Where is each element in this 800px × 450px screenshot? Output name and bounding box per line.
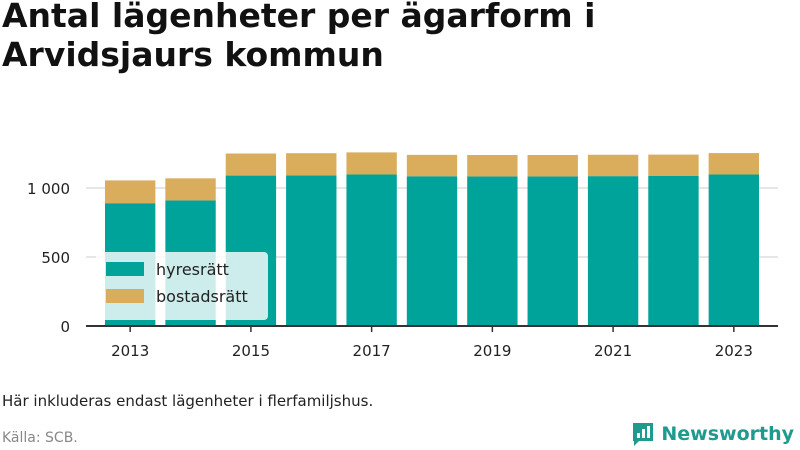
bar-hyresratt-2021: [587, 176, 639, 326]
newsworthy-logo-icon: [633, 423, 654, 446]
x-tick-label: 2021: [594, 342, 632, 360]
legend-swatch-1: [106, 289, 144, 303]
legend-label: hyresrätt: [156, 260, 229, 279]
bars: [105, 152, 759, 326]
bar-bostadsratt-2013: [105, 180, 156, 204]
chart-note: Här inkluderas endast lägenheter i flerf…: [2, 392, 374, 410]
y-tick-label: 0: [60, 318, 70, 336]
bar-hyresratt-2018: [406, 176, 458, 326]
bar-hyresratt-2022: [648, 175, 699, 326]
bar-bostadsratt-2022: [648, 154, 699, 176]
y-tick-label: 1 000: [27, 180, 70, 198]
bar-bostadsratt-2015: [225, 153, 277, 176]
chart-title: Antal lägenheter per ägarform i Arvidsja…: [2, 0, 596, 74]
bar-chart: 0 500 1 000 2013 2015 2017 2019 2021 2023 hyresr…: [27, 152, 778, 360]
y-tick-label: 500: [41, 249, 70, 267]
bar-hyresratt-2016: [286, 175, 337, 326]
x-tick-label: 2013: [111, 342, 149, 360]
x-tick-label: 2015: [232, 342, 270, 360]
bar-hyresratt-2019: [467, 176, 518, 326]
brand-logo: Newsworthy: [631, 421, 794, 447]
legend: hyresrätt bostadsrätt: [96, 252, 268, 320]
bar-hyresratt-2020: [527, 176, 578, 326]
bar-bostadsratt-2019: [467, 155, 518, 177]
x-tick-label: 2017: [353, 342, 391, 360]
bar-bostadsratt-2020: [527, 155, 578, 177]
legend-swatch-0: [106, 262, 144, 276]
bar-bostadsratt-2018: [406, 154, 458, 177]
bar-bostadsratt-2021: [587, 154, 639, 177]
brand-name: Newsworthy: [661, 423, 794, 445]
bar-bostadsratt-2017: [346, 152, 397, 175]
bar-hyresratt-2017: [346, 174, 397, 326]
bar-bostadsratt-2023: [708, 153, 759, 175]
x-tick-label: 2019: [473, 342, 511, 360]
axes: 0 500 1 000 2013 2015 2017 2019 2021 2023: [27, 180, 778, 360]
bar-bostadsratt-2014: [165, 178, 216, 201]
bar-bostadsratt-2016: [286, 153, 337, 176]
source-text: Källa: SCB.: [2, 430, 78, 446]
legend-label: bostadsrätt: [156, 287, 248, 306]
x-tick-label: 2023: [715, 342, 753, 360]
bar-hyresratt-2023: [708, 174, 759, 326]
